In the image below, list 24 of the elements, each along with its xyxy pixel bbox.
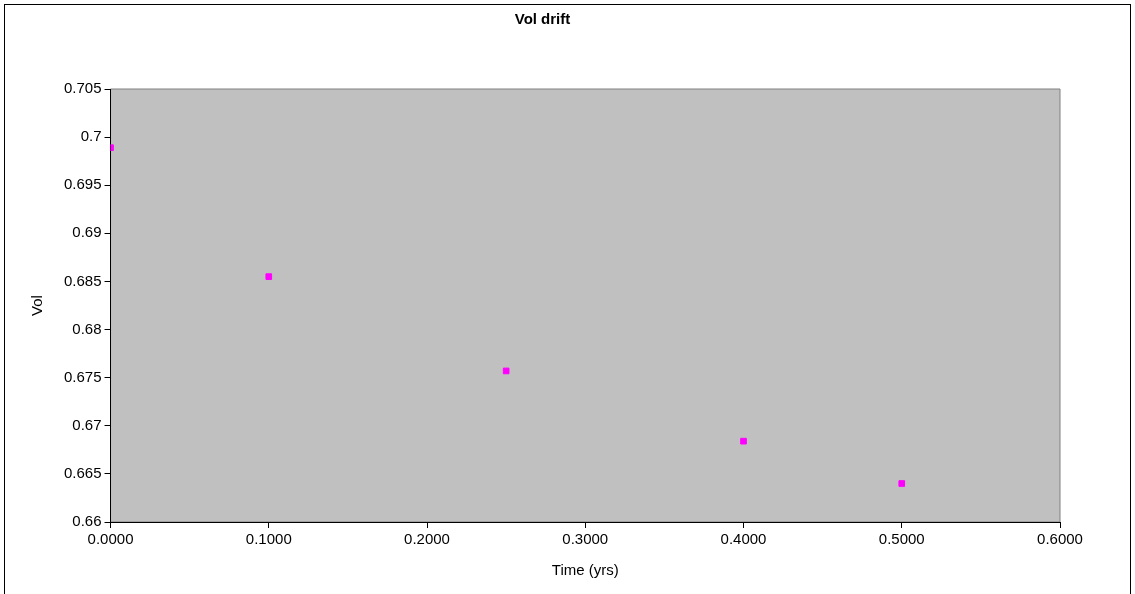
point <box>740 437 747 445</box>
x-tick-label: 0.4000 <box>720 530 767 548</box>
y-tick-label: 0.665 <box>63 464 102 482</box>
chart-title: Vol drift <box>514 10 571 28</box>
y-tick-label: 0.695 <box>63 175 102 193</box>
y-tick-label: 0.705 <box>63 79 102 97</box>
x-tick-label: 0.5000 <box>878 530 925 548</box>
y-tick-label: 0.69 <box>72 223 102 241</box>
y-tick-label: 0.7 <box>80 127 102 145</box>
x-axis-title: Time (yrs) <box>551 561 619 579</box>
point <box>898 480 906 487</box>
x-tick-label: 0.3000 <box>562 530 609 548</box>
y-tick-label: 0.67 <box>72 415 102 433</box>
y-tick-label: 0.685 <box>63 271 102 289</box>
x-tick-label: 0.0000 <box>87 530 134 548</box>
x-tick-label: 0.1000 <box>245 530 292 548</box>
x-tick-label: 0.6000 <box>1037 530 1083 548</box>
y-tick-label: 0.68 <box>72 319 102 337</box>
y-tick-label: 0.675 <box>63 367 102 385</box>
point <box>502 367 510 375</box>
point <box>265 273 273 280</box>
x-tick-label: 0.2000 <box>404 530 450 548</box>
y-tick-label: 0.66 <box>72 512 102 530</box>
y-axis-title: Vol <box>28 295 46 316</box>
